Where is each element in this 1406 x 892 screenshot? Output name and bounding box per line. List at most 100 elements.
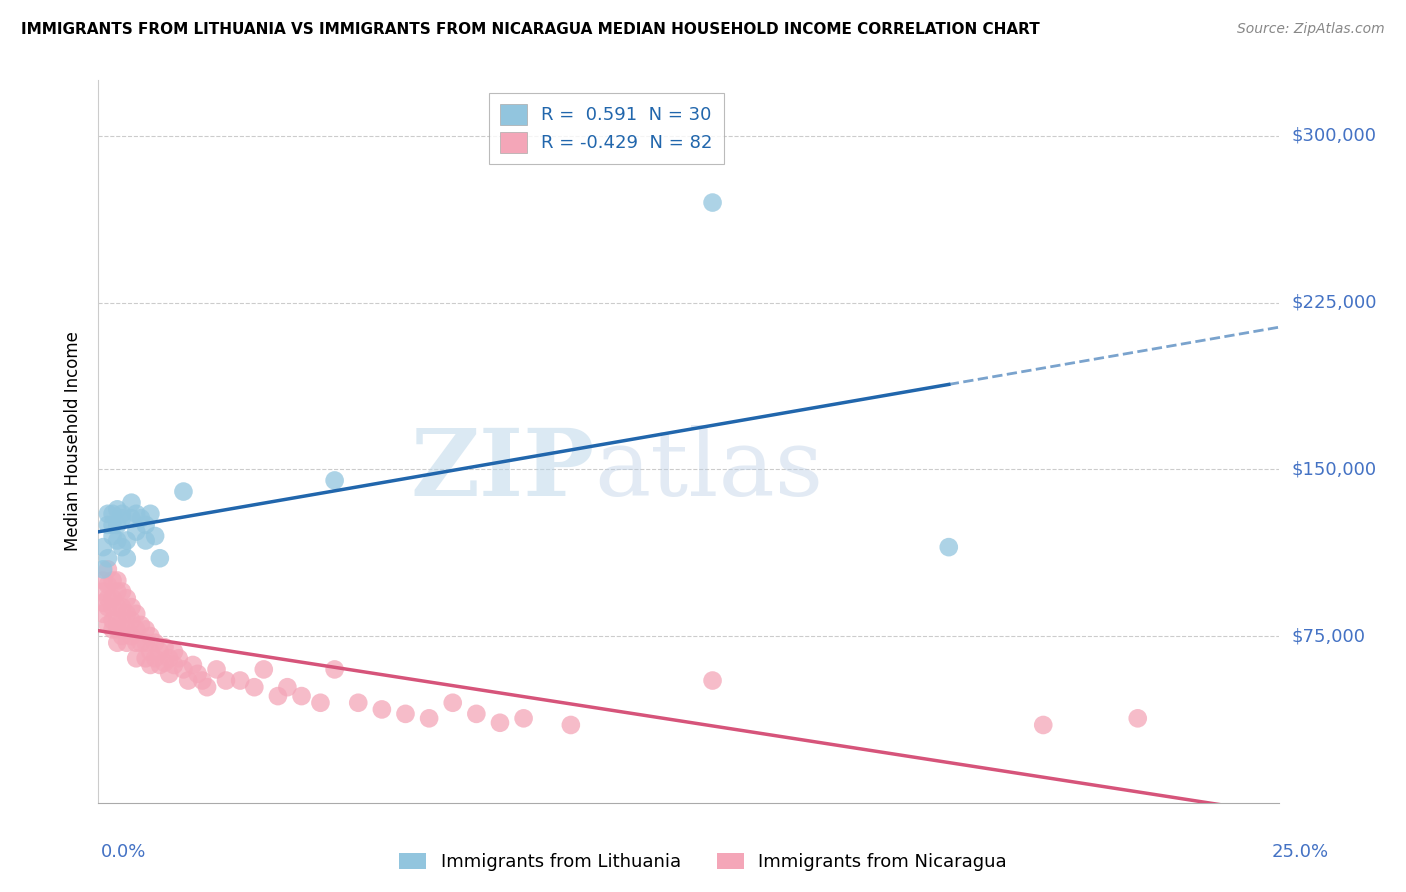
Point — [143, 636, 166, 650]
Point — [139, 507, 162, 521]
Point — [172, 484, 194, 499]
Point — [157, 651, 180, 665]
Point — [115, 623, 138, 637]
Point — [97, 618, 120, 632]
Point — [195, 680, 218, 694]
Point — [129, 618, 152, 632]
Legend: Immigrants from Lithuania, Immigrants from Nicaragua: Immigrants from Lithuania, Immigrants fr… — [392, 846, 1014, 879]
Point — [125, 524, 148, 539]
Point — [115, 591, 138, 606]
Point — [101, 591, 124, 606]
Point — [105, 533, 128, 548]
Point — [121, 614, 143, 628]
Point — [167, 651, 190, 665]
Point — [181, 657, 204, 672]
Point — [172, 662, 194, 676]
Text: 0.0%: 0.0% — [101, 843, 146, 861]
Point — [101, 600, 124, 615]
Point — [418, 711, 440, 725]
Point — [121, 629, 143, 643]
Text: $225,000: $225,000 — [1291, 293, 1376, 311]
Point — [125, 507, 148, 521]
Point — [1032, 718, 1054, 732]
Point — [125, 607, 148, 621]
Point — [111, 600, 134, 615]
Point — [105, 623, 128, 637]
Point — [111, 614, 134, 628]
Point — [97, 507, 120, 521]
Point — [149, 657, 172, 672]
Point — [97, 551, 120, 566]
Text: $150,000: $150,000 — [1291, 460, 1376, 478]
Point — [105, 584, 128, 599]
Point — [91, 574, 114, 588]
Point — [121, 600, 143, 615]
Point — [323, 662, 346, 676]
Point — [105, 574, 128, 588]
Point — [101, 507, 124, 521]
Point — [253, 662, 276, 676]
Point — [153, 656, 176, 670]
Point — [347, 696, 370, 710]
Point — [121, 496, 143, 510]
Point — [229, 673, 252, 688]
Point — [143, 529, 166, 543]
Point — [135, 651, 157, 665]
Point — [91, 540, 114, 554]
Point — [177, 673, 200, 688]
Point — [125, 636, 148, 650]
Text: ZIP: ZIP — [411, 425, 595, 516]
Point — [512, 711, 534, 725]
Point — [91, 584, 114, 599]
Point — [97, 591, 120, 606]
Point — [215, 673, 238, 688]
Point — [243, 680, 266, 694]
Point — [115, 533, 138, 548]
Text: atlas: atlas — [595, 425, 824, 516]
Point — [309, 696, 332, 710]
Text: Source: ZipAtlas.com: Source: ZipAtlas.com — [1237, 22, 1385, 37]
Point — [135, 533, 157, 548]
Point — [267, 689, 290, 703]
Y-axis label: Median Household Income: Median Household Income — [63, 332, 82, 551]
Point — [394, 706, 416, 721]
Point — [91, 562, 114, 576]
Text: 25.0%: 25.0% — [1271, 843, 1329, 861]
Point — [111, 540, 134, 554]
Point — [129, 511, 152, 525]
Point — [97, 562, 120, 576]
Point — [163, 657, 186, 672]
Point — [111, 511, 134, 525]
Point — [125, 623, 148, 637]
Point — [135, 623, 157, 637]
Point — [101, 614, 124, 628]
Point — [139, 629, 162, 643]
Point — [121, 511, 143, 525]
Point — [105, 502, 128, 516]
Point — [91, 596, 114, 610]
Point — [323, 474, 346, 488]
Point — [153, 640, 176, 655]
Point — [101, 517, 124, 532]
Point — [938, 540, 960, 554]
Point — [111, 507, 134, 521]
Point — [105, 636, 128, 650]
Point — [105, 600, 128, 615]
Point — [163, 645, 186, 659]
Point — [125, 651, 148, 665]
Point — [139, 645, 162, 659]
Point — [560, 718, 582, 732]
Point — [111, 629, 134, 643]
Legend: R =  0.591  N = 30, R = -0.429  N = 82: R = 0.591 N = 30, R = -0.429 N = 82 — [489, 93, 724, 163]
Point — [489, 715, 512, 730]
Point — [276, 680, 298, 694]
Point — [115, 551, 138, 566]
Point — [441, 696, 464, 710]
Point — [91, 607, 114, 621]
Point — [97, 600, 120, 615]
Point — [115, 607, 138, 621]
Point — [115, 636, 138, 650]
Point — [1126, 711, 1149, 725]
Point — [97, 578, 120, 592]
Point — [465, 706, 488, 721]
